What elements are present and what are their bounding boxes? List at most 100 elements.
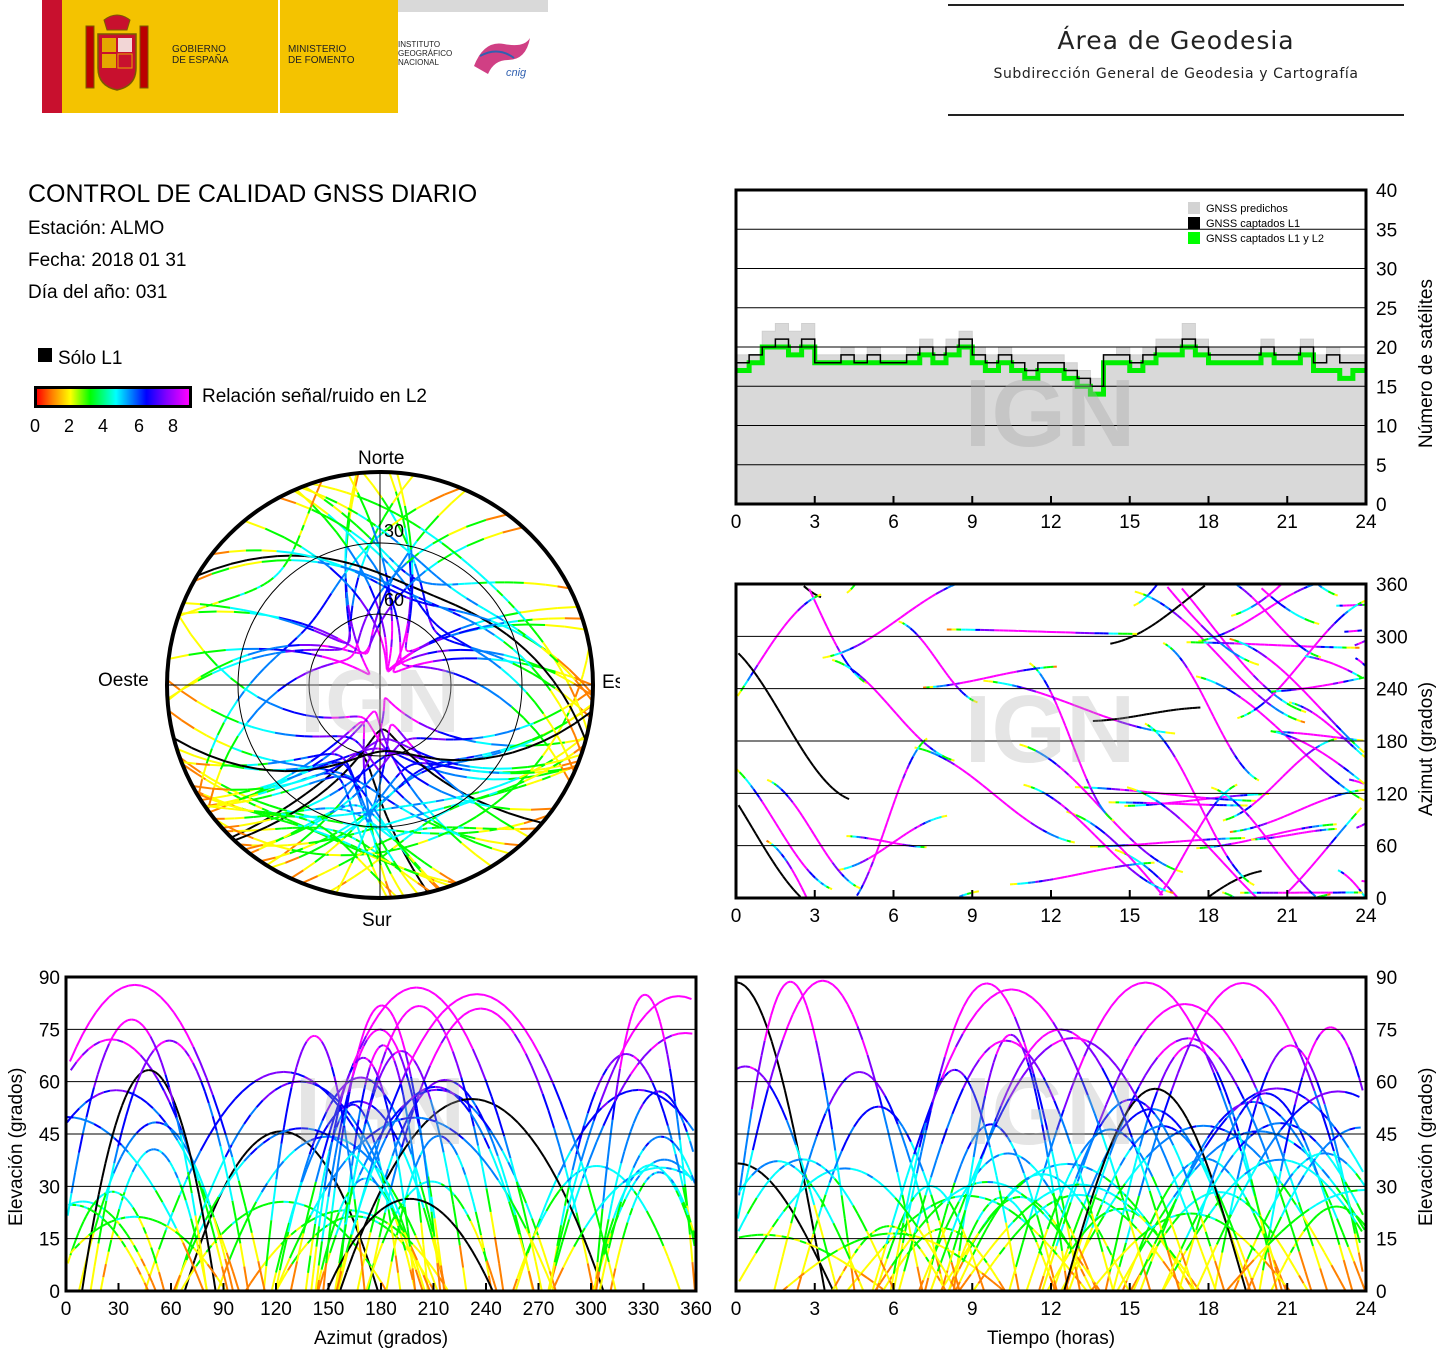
azimuth-track-segment (852, 669, 858, 674)
skyplot-track-segment (309, 875, 319, 881)
skyplot-track-segment (400, 593, 407, 599)
elevation-azimuth-track-segment (607, 1097, 615, 1104)
azimuth-track-segment (1239, 761, 1243, 767)
skyplot-track-segment (380, 728, 384, 735)
skyplot-track-segment (514, 780, 525, 787)
azimuth-track-segment (809, 760, 815, 767)
elevation-azimuth-track-segment (422, 1244, 427, 1268)
skyplot-track-segment (490, 805, 510, 810)
skyplot-track-segment (229, 595, 236, 600)
skyplot-track-segment (357, 495, 369, 502)
azimuth-track-segment (942, 756, 948, 761)
skyplot-track-segment (295, 785, 304, 790)
skyplot-track-segment (282, 563, 287, 568)
elevation-azimuth-track-segment (510, 1115, 519, 1124)
azimuth-track-segment (1290, 828, 1295, 832)
azimuth-track-segment (1342, 666, 1349, 671)
skyplot-track-segment (543, 679, 556, 690)
skyplot-track-segment (502, 789, 513, 799)
skyplot-track-segment (431, 866, 441, 874)
skyplot-track-segment (286, 775, 296, 781)
azimuth-track-segment (1334, 593, 1339, 597)
azimuth-track-segment (1353, 774, 1360, 781)
azimuth-track-segment (1207, 808, 1213, 814)
elevation-azimuth-track-segment (596, 1234, 602, 1263)
azimuth-track-segment (770, 639, 776, 646)
azimuth-track-segment (976, 678, 981, 681)
elevation-azimuth-track-segment (282, 1154, 290, 1163)
skyplot-track-segment (405, 649, 408, 652)
azimuth-track-segment (1260, 596, 1267, 602)
azimuth-track-segment (889, 706, 895, 711)
skyplot-track-segment (371, 735, 376, 741)
skyplot-track-segment (493, 796, 504, 806)
skyplot-track-segment (324, 845, 336, 855)
azimuth-track-segment (1245, 878, 1250, 883)
elevation-azimuth-track-segment (486, 1008, 493, 1013)
skyplot-track-segment (465, 677, 477, 684)
skyplot-track-segment (496, 626, 508, 635)
azimuth-track-segment (1357, 658, 1361, 663)
skyplot-track-segment (405, 738, 410, 742)
skyplot-track-segment (290, 829, 299, 835)
azimuth-track-segment (896, 616, 902, 622)
azimuth-track-segment (1300, 807, 1305, 811)
azimuth-track-segment (1165, 743, 1171, 750)
azimuth-track-segment (1210, 804, 1215, 810)
skyplot-track-segment (331, 761, 336, 765)
skyplot-track-segment (422, 601, 429, 606)
skyplot-track-segment (358, 815, 367, 824)
azimuth-track-segment (1227, 881, 1232, 886)
skyplot-track-segment (517, 629, 527, 636)
elevation-azimuth-track-segment (118, 1200, 123, 1210)
azimuth-track-segment (1179, 657, 1184, 662)
elevation-azimuth-track-segment (227, 1170, 234, 1181)
skyplot-track-segment (350, 605, 354, 614)
azimuth-track-segment (1039, 752, 1045, 757)
elevation-azimuth-track-segment (480, 1007, 487, 1011)
azimuth-track-segment (1149, 854, 1155, 860)
azimuth-track-segment (783, 718, 789, 726)
skyplot-track-segment (342, 658, 347, 662)
skyplot-track-segment (393, 750, 399, 754)
skyplot-track-segment (502, 595, 510, 603)
elevation-azimuth-track-segment (187, 1208, 193, 1220)
skyplot-track-segment (483, 531, 504, 540)
elevation-azimuth-track-segment (126, 1177, 131, 1186)
skyplot-track-segment (545, 583, 558, 588)
azimuth-track-segment (1046, 831, 1052, 836)
azimuth-track-segment (1223, 660, 1230, 667)
azimuth-track-segment (1215, 888, 1221, 893)
skyplot-track-segment (450, 632, 460, 637)
x-tick-label: 3 (809, 512, 820, 533)
azimuth-track-segment (992, 680, 998, 684)
azimuth-track-segment (1011, 684, 1018, 688)
skyplot-track-segment (401, 474, 415, 490)
azimuth-track-segment (1266, 656, 1272, 662)
skyplot-track-segment (250, 674, 259, 684)
skyplot-track-segment (443, 777, 455, 788)
azimuth-track-segment (808, 826, 813, 831)
elevation-azimuth-track-segment (148, 1148, 152, 1152)
azimuth-track-segment (1094, 796, 1098, 801)
elevation-azimuth-track-segment (371, 1076, 379, 1093)
azimuth-track-segment (1327, 796, 1332, 800)
azimuth-track-segment (1080, 785, 1086, 792)
skyplot-track-segment (554, 720, 568, 730)
skyplot-track-segment (403, 547, 411, 554)
azimuth-track-segment (843, 658, 848, 664)
skyplot-track-segment (369, 854, 377, 860)
elevation-azimuth-track-segment (439, 1023, 446, 1033)
azimuth-track-segment (1298, 644, 1302, 648)
skyplot-track-segment (329, 563, 341, 568)
azimuth-track-segment (1197, 824, 1202, 830)
elevation-azimuth-track-segment (644, 993, 648, 997)
azimuth-track-segment (775, 784, 780, 788)
skyplot-track-segment (274, 731, 286, 736)
elevation-azimuth-track-segment (427, 1213, 434, 1232)
skyplot-track-segment (251, 654, 265, 660)
skyplot-track-segment (402, 775, 411, 787)
azimuth-track-segment (1224, 738, 1229, 745)
azimuth-track-segment (753, 664, 759, 671)
skyplot-track-segment (405, 637, 408, 643)
